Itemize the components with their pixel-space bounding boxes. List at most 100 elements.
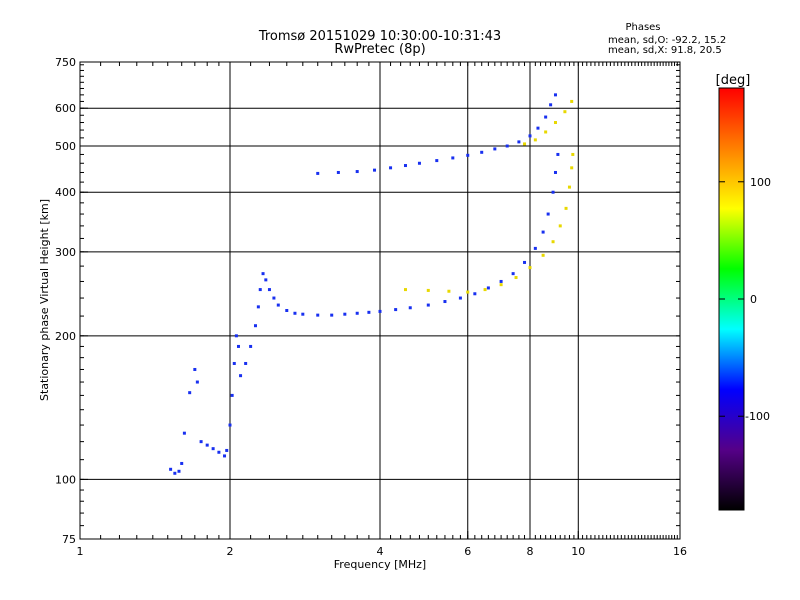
data-point-o — [551, 190, 555, 194]
data-point-o — [330, 313, 334, 317]
chart-subtitle: RwPretec (8p) — [334, 42, 425, 57]
data-point-o — [193, 367, 197, 371]
data-point-o — [195, 380, 199, 384]
data-point-o — [173, 471, 177, 475]
y-tick-label: 100 — [55, 473, 76, 486]
data-point-o — [355, 170, 359, 174]
data-point-o — [367, 310, 371, 314]
data-point-o — [389, 166, 393, 170]
data-point-o — [435, 159, 439, 163]
y-tick-label: 200 — [55, 330, 76, 343]
data-point-o — [443, 300, 447, 304]
colorbar-tick-label: 100 — [750, 176, 771, 189]
data-point-o — [408, 306, 412, 310]
colorbar-ticks: -100 0 100 — [719, 176, 771, 423]
x-tick-label: 16 — [673, 545, 687, 558]
data-point-o — [378, 309, 382, 313]
data-point-o — [499, 279, 503, 283]
data-point-o — [234, 334, 238, 338]
data-point-o — [276, 303, 280, 307]
data-point-o — [180, 461, 184, 465]
data-point-o — [249, 344, 253, 348]
data-point-o — [336, 170, 340, 174]
data-point-o — [511, 272, 515, 276]
data-point-o — [264, 278, 268, 282]
data-point-o — [556, 152, 560, 156]
data-point-o — [541, 230, 545, 234]
data-points — [169, 93, 575, 475]
data-point-x — [570, 166, 574, 170]
data-point-x — [533, 138, 537, 142]
data-point-o — [253, 324, 257, 328]
data-point-x — [403, 288, 407, 292]
y-tick-label: 600 — [55, 102, 76, 115]
data-point-o — [546, 212, 550, 216]
x-tick-label: 6 — [464, 545, 471, 558]
colorbar-label: [deg] — [716, 73, 751, 88]
data-point-x — [551, 240, 555, 244]
data-point-o — [293, 311, 297, 315]
y-axis-label: Stationary phase Virtual Height [km] — [38, 199, 51, 401]
data-point-o — [261, 272, 265, 276]
data-point-o — [544, 115, 548, 119]
data-point-o — [225, 448, 229, 452]
data-point-o — [486, 286, 490, 290]
data-point-o — [517, 140, 521, 144]
data-point-o — [316, 171, 320, 175]
data-point-o — [223, 454, 227, 458]
data-point-x — [564, 206, 568, 210]
data-point-o — [301, 312, 305, 316]
data-point-x — [499, 283, 503, 287]
data-point-o — [267, 288, 271, 292]
data-point-x — [466, 290, 470, 294]
grid-lines — [80, 62, 680, 539]
data-point-o — [549, 103, 553, 107]
y-axis-ticks: 75 100 200 300 400 500 600 750 — [55, 56, 680, 546]
x-tick-label: 8 — [527, 545, 534, 558]
y-tick-label: 750 — [55, 56, 76, 69]
data-point-o — [466, 153, 470, 157]
data-point-o — [493, 147, 497, 151]
data-point-o — [355, 311, 359, 315]
data-point-x — [544, 130, 548, 134]
phases-x-stats: mean, sd,X: 91.8, 20.5 — [608, 45, 722, 56]
data-point-o — [228, 423, 232, 427]
data-point-x — [514, 276, 518, 280]
data-point-o — [182, 431, 186, 435]
x-tick-label: 4 — [377, 545, 384, 558]
data-point-o — [394, 308, 398, 312]
y-tick-label: 500 — [55, 140, 76, 153]
y-tick-label: 400 — [55, 186, 76, 199]
phases-o-stats: mean, sd,O: -92.2, 15.2 — [608, 35, 726, 46]
data-point-x — [523, 142, 527, 146]
data-point-o — [217, 450, 221, 454]
x-tick-label: 2 — [227, 545, 234, 558]
data-point-o — [211, 447, 215, 451]
y-tick-label: 300 — [55, 246, 76, 259]
data-point-o — [285, 308, 289, 312]
data-point-o — [169, 467, 173, 471]
data-point-o — [480, 150, 484, 154]
data-point-x — [570, 99, 574, 103]
colorbar-tick-label: -100 — [745, 410, 770, 423]
data-point-o — [256, 305, 260, 309]
data-point-o — [417, 161, 421, 165]
data-point-o — [258, 288, 262, 292]
x-axis-label: Frequency [MHz] — [334, 558, 426, 571]
data-point-x — [571, 152, 575, 156]
data-point-o — [244, 361, 248, 365]
data-point-o — [426, 303, 430, 307]
data-point-o — [272, 296, 276, 300]
data-point-o — [230, 393, 234, 397]
data-point-o — [536, 126, 540, 130]
data-point-o — [199, 440, 203, 444]
data-point-o — [177, 469, 181, 473]
data-point-o — [188, 391, 192, 395]
data-point-o — [505, 144, 509, 148]
data-point-x — [541, 253, 545, 257]
data-point-x — [426, 288, 430, 292]
data-point-o — [316, 313, 320, 317]
chart-title: Tromsø 20151029 10:30:00-10:31:43 — [258, 29, 501, 44]
data-point-o — [473, 292, 477, 296]
